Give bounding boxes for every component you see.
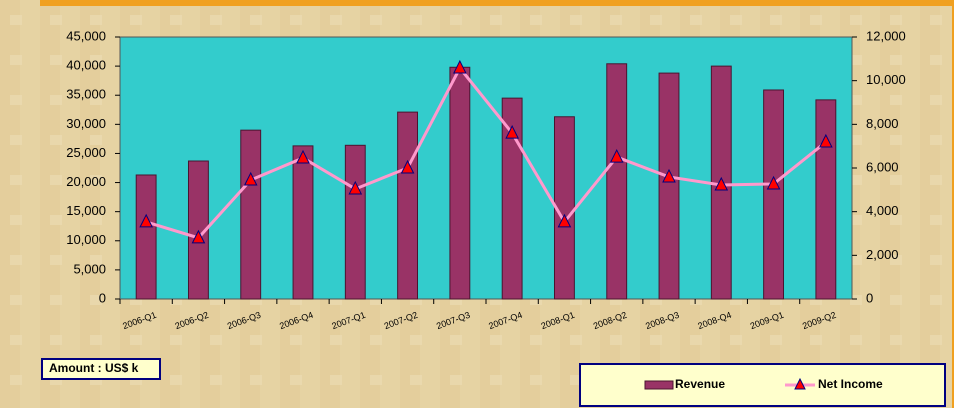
y2-tick-label: 8,000 [866, 116, 899, 131]
marker [243, 171, 258, 186]
bar [815, 99, 837, 300]
legend-label: Net Income [818, 377, 883, 391]
legend-marker [794, 377, 806, 390]
y-tick-label: 10,000 [66, 232, 106, 247]
marker [400, 159, 415, 174]
annotation-box [41, 358, 161, 380]
marker [348, 180, 363, 195]
y2-tick-label: 2,000 [866, 247, 899, 262]
marker [609, 148, 624, 163]
marker [505, 124, 519, 139]
marker [296, 149, 310, 164]
y2-tick-label: 10,000 [866, 72, 906, 87]
bar [135, 174, 157, 300]
bar [763, 89, 785, 300]
bar [449, 66, 471, 300]
y-tick-label: 45,000 [66, 28, 106, 43]
marker [766, 175, 781, 190]
y-tick-label: 40,000 [66, 58, 106, 73]
y-tick-label: 30,000 [66, 116, 106, 131]
marker [557, 213, 572, 228]
marker [714, 176, 729, 191]
y-tick-label: 15,000 [66, 203, 106, 218]
bar [606, 63, 628, 300]
y-tick-label: 35,000 [66, 87, 106, 102]
bar [658, 72, 680, 300]
y2-tick-label: 6,000 [866, 159, 899, 174]
y-tick-label: 0 [99, 290, 106, 305]
annotation: Amount : US$ k [49, 361, 139, 375]
legend-swatch [644, 380, 674, 390]
legend-label: Revenue [675, 377, 725, 391]
legend [579, 363, 946, 407]
plot-area [119, 36, 853, 300]
y2-tick-label: 12,000 [866, 28, 906, 43]
bar [397, 111, 419, 300]
y-tick-label: 25,000 [66, 145, 106, 160]
line [145, 65, 827, 240]
side-bar [952, 0, 954, 408]
marker [139, 213, 153, 228]
marker [453, 59, 467, 74]
bar [344, 144, 366, 300]
bar [292, 145, 314, 300]
bar [501, 97, 523, 300]
y2-tick-label: 0 [866, 290, 873, 305]
y2-tick-label: 4,000 [866, 203, 899, 218]
marker [191, 229, 206, 244]
y-tick-label: 20,000 [66, 174, 106, 189]
marker [819, 133, 833, 148]
bar [240, 129, 262, 300]
top-bar [40, 0, 954, 6]
marker [662, 168, 676, 183]
y-tick-label: 5,000 [73, 261, 106, 276]
